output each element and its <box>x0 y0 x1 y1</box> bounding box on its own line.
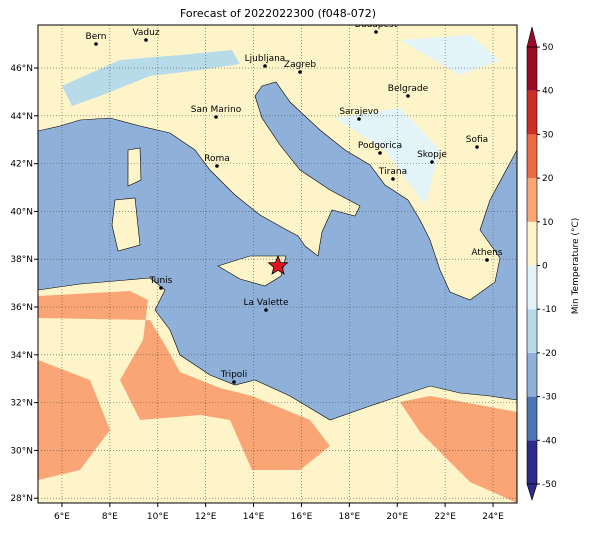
x-tick-label: 16°E <box>291 512 313 522</box>
x-tick-label: 20°E <box>386 512 408 522</box>
city-dot <box>406 94 410 98</box>
city-dot <box>159 286 163 290</box>
colorbar-segment <box>527 352 537 397</box>
city-label: Belgrade <box>388 84 429 94</box>
grid <box>38 25 517 503</box>
city-label: Tripoli <box>220 370 248 380</box>
colorbar-segment <box>527 440 537 484</box>
city-label: San Marino <box>191 105 242 115</box>
y-tick-label: 36°N <box>10 303 33 313</box>
city-dot <box>374 30 378 34</box>
city-dot <box>485 258 489 262</box>
y-tick-label: 46°N <box>10 64 33 74</box>
colorbar-extend <box>526 483 538 502</box>
city-dot <box>214 115 218 119</box>
colorbar-segment <box>527 265 537 310</box>
city-label: Roma <box>204 154 230 164</box>
colorbar-tick-label: -50 <box>542 480 557 490</box>
y-tick-label: 28°N <box>10 494 33 504</box>
city-label: Podgorica <box>358 141 402 151</box>
city-dot <box>263 64 267 68</box>
y-tick-label: 44°N <box>10 112 33 122</box>
colorbar-tick-label: 0 <box>542 262 548 272</box>
x-tick-label: 10°E <box>147 512 169 522</box>
city-dot <box>215 164 219 168</box>
city-dot <box>264 308 268 312</box>
y-tick-label: 32°N <box>10 399 33 409</box>
x-tick-label: 24°E <box>482 512 504 522</box>
colorbar-tick-label: -30 <box>542 393 557 403</box>
x-tick-label: 6°E <box>54 512 70 522</box>
city-label: Skopje <box>417 150 447 160</box>
colorbar-tick-label: -20 <box>542 349 557 359</box>
colorbar-tick-label: 30 <box>542 130 554 140</box>
y-tick-label: 34°N <box>10 351 33 361</box>
city-label: Budapest <box>355 20 398 30</box>
x-tick-label: 14°E <box>243 512 265 522</box>
colorbar-label: Min Temperature (°C) <box>571 218 581 315</box>
colorbar: -50 -40 -30 -20 -10 0 10 20 30 40 50 <box>526 26 557 502</box>
colorbar-tick-label: 50 <box>542 43 554 53</box>
city-label: Vaduz <box>132 28 159 38</box>
city-label: Tirana <box>378 167 407 177</box>
x-tick-label: 8°E <box>102 512 118 522</box>
city-dot <box>475 145 479 149</box>
colorbar-tick-label: -10 <box>542 305 557 315</box>
city-dot <box>357 117 361 121</box>
city-dot <box>232 380 236 384</box>
city-label: Tunis <box>149 276 173 286</box>
title: Forecast of 2022022300 (f048-072) <box>180 7 376 20</box>
colorbar-segment <box>527 221 537 266</box>
colorbar-extend <box>526 26 538 48</box>
city-label: Athens <box>471 248 502 258</box>
y-tick-label: 42°N <box>10 160 33 170</box>
colorbar-segment <box>527 309 537 353</box>
balkan-cold <box>335 35 500 205</box>
city-label: La Valette <box>244 298 289 308</box>
city-dot <box>298 70 302 74</box>
x-tick-label: 22°E <box>434 512 456 522</box>
y-tick-label: 30°N <box>10 446 33 456</box>
colorbar-segment <box>527 47 537 91</box>
colorbar-tick-label: 10 <box>542 218 554 228</box>
land-north <box>38 25 517 301</box>
sardinia <box>111 197 141 252</box>
colorbar-tick-label: -40 <box>542 436 557 446</box>
star-marker <box>267 254 289 275</box>
x-tick-label: 12°E <box>195 512 217 522</box>
city-label: Bern <box>86 32 107 42</box>
city-label: Sarajevo <box>339 107 379 117</box>
city-dot <box>430 160 434 164</box>
city-dot <box>94 42 98 46</box>
y-tick-label: 40°N <box>10 207 33 217</box>
colorbar-segment <box>527 90 537 135</box>
colorbar-segment <box>527 396 537 441</box>
alps-cold <box>62 50 240 106</box>
colorbar-tick-label: 20 <box>542 174 554 184</box>
city-dot <box>144 38 148 42</box>
colorbar-segment <box>527 134 537 179</box>
colorbar-segment <box>527 178 537 222</box>
city-label: Zagreb <box>284 60 316 70</box>
city-label: Ljubljana <box>245 54 286 64</box>
x-tick-label: 18°E <box>339 512 361 522</box>
city-dot <box>391 177 395 181</box>
corsica <box>127 147 142 187</box>
city-dot <box>378 151 382 155</box>
city-label: Sofia <box>466 135 488 145</box>
map-frame <box>37 24 518 504</box>
colorbar-tick-label: 40 <box>542 87 554 97</box>
axes: 6°E 8°E 10°E 12°E 14°E 16°E 18°E 20°E 22°E 24°E 28… <box>10 64 504 522</box>
y-tick-label: 38°N <box>10 255 33 265</box>
